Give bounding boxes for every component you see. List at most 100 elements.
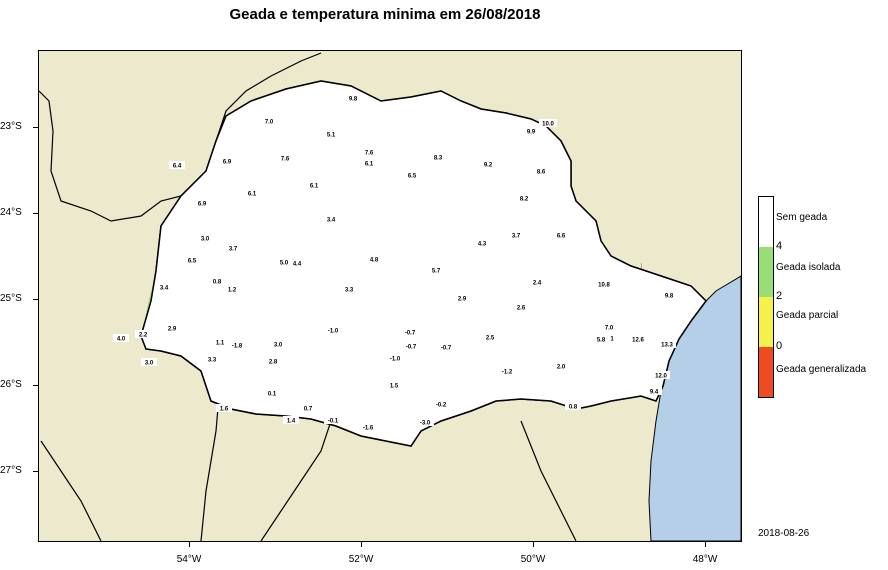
border-line: [40, 440, 102, 541]
station-value: 0.8: [213, 280, 222, 286]
border-line: [200, 395, 220, 541]
station-value: 13.3: [661, 343, 673, 349]
x-tick-label: 50°W: [520, 554, 546, 565]
station-value: 8.6: [537, 170, 546, 176]
x-tick-label: 52°W: [348, 554, 374, 565]
legend-label-sem-geada: Sem geada: [776, 212, 828, 223]
station-value: 6.1: [310, 184, 319, 190]
station-value: 2.9: [458, 297, 467, 303]
date-label: 2018-08-26: [758, 528, 810, 539]
station-value: 3.7: [229, 247, 238, 253]
y-tick-mark: [33, 299, 39, 300]
station-value: -1.2: [502, 370, 513, 376]
station-value: -1.0: [328, 329, 339, 335]
station-value: 12.6: [632, 338, 644, 344]
x-tick-mark: [361, 541, 362, 547]
x-tick-mark: [705, 541, 706, 547]
station-value: -1.0: [390, 357, 401, 363]
station-value: 2.4: [533, 281, 542, 287]
map-canvas: 9.8 7.0 5.1 7.6 10.0 9.9 7.6 6.1 8.3 9.2…: [39, 51, 741, 541]
station-value: 3.7: [512, 234, 521, 240]
station-value: 5.1: [327, 133, 336, 139]
y-tick-label: 23°S: [0, 121, 22, 132]
legend-swatch-geada-parcial: [759, 297, 773, 347]
legend-threshold: 0: [776, 340, 783, 352]
station-value: -1.8: [232, 344, 243, 350]
legend-label-geada-parcial: Geada parcial: [776, 310, 839, 321]
station-value: 6.1: [365, 162, 374, 168]
y-tick-label: 25°S: [0, 293, 22, 304]
station-value: 4.4: [293, 262, 302, 268]
station-value: 8.2: [520, 197, 529, 203]
station-value: 5.7: [432, 269, 441, 275]
y-tick-mark: [33, 471, 39, 472]
station-value: 2.5: [486, 336, 495, 342]
border-line: [39, 52, 322, 222]
station-value: 9.4: [650, 390, 659, 396]
legend-threshold: 2: [776, 290, 783, 302]
legend-threshold: 4: [776, 240, 783, 252]
y-tick-mark: [33, 385, 39, 386]
station-value: 1.2: [228, 288, 237, 294]
station-value: -1.6: [363, 426, 374, 432]
station-value: 7.0: [605, 326, 614, 332]
x-tick-mark: [533, 541, 534, 547]
station-value: 7.6: [281, 157, 290, 163]
station-value: 9.2: [484, 163, 493, 169]
y-tick-mark: [33, 213, 39, 214]
station-value: 5.8: [597, 338, 606, 344]
station-labels: 9.8 7.0 5.1 7.6 10.0 9.9 7.6 6.1 8.3 9.2…: [113, 94, 677, 432]
station-value: -0.7: [406, 345, 417, 351]
station-value: 9.8: [665, 294, 674, 300]
station-value: 12.0: [655, 374, 667, 380]
station-value: 1.6: [220, 407, 229, 413]
station-value: 3.3: [345, 288, 354, 294]
legend-swatch-sem-geada: [759, 197, 773, 247]
station-value: 2.2: [139, 333, 148, 339]
station-value: 1.4: [287, 419, 296, 425]
station-value: -0.2: [436, 403, 447, 409]
station-value: 3.0: [274, 343, 283, 349]
station-value: 2.6: [517, 306, 526, 312]
station-value: 6.6: [557, 234, 566, 240]
map-title: Geada e temperatura minima em 26/08/2018: [229, 6, 541, 23]
map-frame: 9.8 7.0 5.1 7.6 10.0 9.9 7.6 6.1 8.3 9.2…: [38, 50, 742, 542]
y-tick-label: 24°S: [0, 207, 22, 218]
border-line: [260, 420, 332, 541]
station-value: 3.0: [145, 361, 154, 367]
y-tick-mark: [33, 127, 39, 128]
station-value: 3.3: [208, 358, 217, 364]
station-value: 1.5: [390, 384, 399, 390]
x-tick-label: 54°W: [176, 554, 202, 565]
y-tick-label: 27°S: [0, 465, 22, 476]
station-value: 9.8: [349, 97, 358, 103]
legend-colorbar: [758, 196, 774, 398]
station-value: 3.4: [160, 286, 169, 292]
station-value: 1.1: [216, 341, 225, 347]
station-value: 5.0: [280, 261, 289, 267]
station-value: 6.9: [198, 202, 207, 208]
station-value: 2.8: [269, 360, 278, 366]
station-value: 0.8: [569, 405, 578, 411]
station-value: 4.8: [370, 258, 379, 264]
legend-swatch-geada-isolada: [759, 247, 773, 297]
station-value: 2.9: [168, 327, 177, 333]
station-value: 4.3: [478, 242, 487, 248]
station-value: 6.5: [408, 174, 417, 180]
station-value: 0.7: [304, 407, 313, 413]
station-value: 2.0: [557, 365, 566, 371]
station-value: 0.1: [268, 392, 277, 398]
station-value: 9.9: [527, 130, 536, 136]
station-value: 4.0: [117, 337, 126, 343]
station-value: 1: [610, 337, 614, 343]
x-tick-mark: [189, 541, 190, 547]
station-value: -3.0: [420, 421, 431, 427]
station-value: 6.1: [248, 192, 257, 198]
station-value: 6.4: [173, 164, 182, 170]
legend-swatch-geada-generalizada: [759, 347, 773, 397]
station-value: -0.1: [328, 419, 339, 425]
station-value: 10.8: [598, 283, 610, 289]
station-value: 3.4: [327, 218, 336, 224]
station-value: 6.5: [188, 259, 197, 265]
station-value: 6.9: [223, 160, 232, 166]
